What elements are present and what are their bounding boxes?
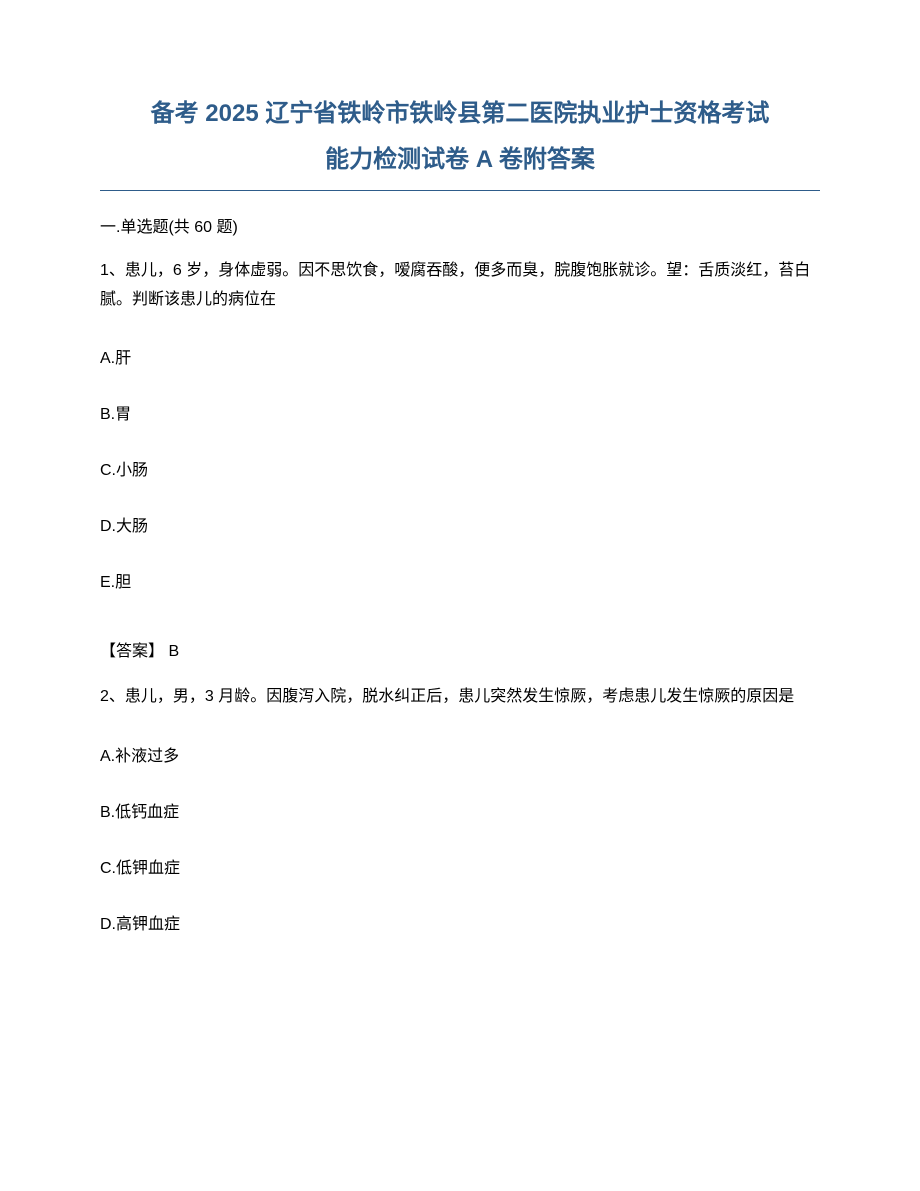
question-1-answer: 【答案】 B xyxy=(100,637,820,661)
title-divider xyxy=(100,190,820,191)
question-1-option-e: E.胆 xyxy=(100,568,820,592)
question-2-option-b: B.低钙血症 xyxy=(100,798,820,822)
exam-title-line1: 备考 2025 辽宁省铁岭市铁岭县第二医院执业护士资格考试 xyxy=(100,95,820,133)
question-2-option-c: C.低钾血症 xyxy=(100,854,820,878)
section-header: 一.单选题(共 60 题) xyxy=(100,213,820,237)
question-2-text: 2、患儿，男，3 月龄。因腹泻入院，脱水纠正后，患儿突然发生惊厥，考虑患儿发生惊… xyxy=(100,683,820,712)
question-1-option-a: A.肝 xyxy=(100,344,820,368)
exam-title-line2: 能力检测试卷 A 卷附答案 xyxy=(100,141,820,179)
question-1-option-d: D.大肠 xyxy=(100,512,820,536)
question-1-option-c: C.小肠 xyxy=(100,456,820,480)
question-2-option-d: D.高钾血症 xyxy=(100,910,820,934)
question-1-option-b: B.胃 xyxy=(100,400,820,424)
question-1-text: 1、患儿，6 岁，身体虚弱。因不思饮食，嗳腐吞酸，便多而臭，脘腹饱胀就诊。望：舌… xyxy=(100,257,820,315)
question-2-option-a: A.补液过多 xyxy=(100,742,820,766)
